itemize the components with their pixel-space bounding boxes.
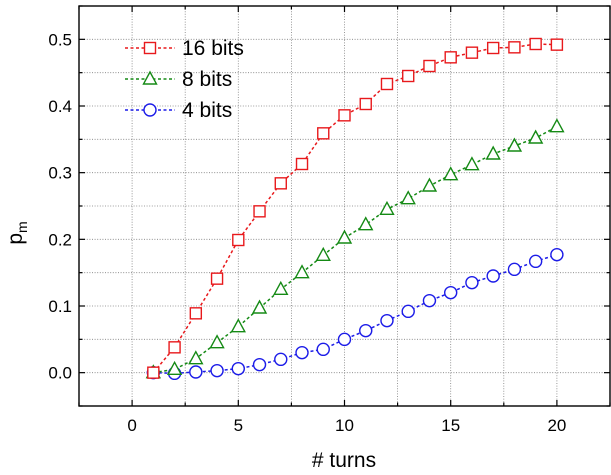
axis-ticks: [78, 5, 611, 407]
data-point-4-bits: [486, 269, 500, 283]
data-point-8-bits: [358, 216, 374, 231]
data-point-4-bits: [380, 313, 394, 328]
legend-marker-8-bits: [142, 70, 158, 85]
series-16-bits: [147, 37, 564, 379]
data-point-8-bits: [166, 360, 183, 376]
y-tick-label: 0.3: [48, 164, 72, 183]
data-point-4-bits: [507, 262, 522, 277]
legend-item-8-bits: 8 bits: [125, 68, 232, 91]
y-tick-label: 0.5: [48, 30, 72, 49]
data-point-4-bits: [316, 342, 330, 357]
data-point-8-bits: [315, 246, 331, 262]
data-point-8-bits: [379, 200, 395, 216]
x-tick-label: 20: [547, 416, 566, 435]
data-point-16-bits: [295, 157, 309, 171]
data-point-4-bits: [444, 285, 458, 300]
data-point-16-bits: [508, 41, 521, 54]
data-point-8-bits: [336, 229, 353, 244]
data-point-16-bits: [423, 59, 436, 73]
data-point-4-bits: [465, 275, 479, 290]
series-layer: [145, 37, 565, 381]
legend-label-4-bits: 4 bits: [182, 99, 232, 122]
y-tick-label: 0.4: [48, 97, 72, 116]
data-point-4-bits: [528, 254, 543, 269]
legend-item-16-bits: 16 bits: [125, 37, 244, 60]
y-axis-label-subscript: m: [14, 221, 30, 233]
data-point-8-bits: [485, 145, 501, 160]
data-point-4-bits: [231, 361, 246, 376]
series-line-8-bits: [153, 126, 558, 374]
data-point-8-bits: [209, 334, 225, 349]
data-point-4-bits: [189, 365, 203, 379]
data-point-16-bits: [338, 109, 351, 122]
y-tick-label: 0.2: [48, 230, 72, 249]
legend-marker-16-bits: [143, 41, 157, 55]
data-point-8-bits: [464, 156, 480, 171]
data-point-8-bits: [230, 318, 246, 333]
data-point-8-bits: [188, 350, 204, 365]
data-point-4-bits: [252, 357, 267, 372]
y-axis-label-main: p: [4, 233, 27, 245]
series-4-bits: [146, 247, 564, 381]
x-tick-labels: 0 5 10 15 20: [127, 416, 566, 435]
data-point-16-bits: [402, 69, 415, 83]
data-point-8-bits: [443, 166, 459, 181]
legend-marker-4-bits: [143, 103, 157, 117]
data-point-16-bits: [253, 205, 266, 218]
data-point-16-bits: [486, 41, 500, 55]
data-point-8-bits: [400, 190, 416, 205]
data-point-8-bits: [549, 118, 565, 133]
legend-label-8-bits: 8 bits: [182, 68, 232, 91]
series-line-16-bits: [152, 43, 557, 374]
data-point-8-bits: [506, 137, 523, 152]
data-point-4-bits: [274, 352, 288, 367]
data-point-16-bits: [147, 366, 160, 379]
data-point-16-bits: [550, 38, 564, 51]
data-point-16-bits: [529, 37, 542, 51]
data-point-16-bits: [317, 127, 330, 140]
x-tick-label: 15: [441, 416, 460, 435]
data-point-16-bits: [274, 177, 287, 190]
x-axis-label: # turns: [312, 449, 376, 472]
data-point-16-bits: [444, 51, 457, 64]
y-tick-labels: 0.0 0.1 0.2 0.3 0.4 0.5: [48, 30, 72, 382]
y-axis-label: pm: [4, 221, 30, 244]
data-point-16-bits: [359, 97, 372, 111]
series-8-bits: [145, 118, 565, 379]
data-point-8-bits: [421, 177, 438, 192]
data-point-4-bits: [422, 293, 437, 308]
legend-label-16-bits: 16 bits: [182, 37, 244, 60]
data-point-4-bits: [337, 332, 352, 347]
data-point-16-bits: [168, 341, 181, 354]
x-tick-label: 10: [335, 416, 354, 435]
data-point-4-bits: [401, 304, 415, 319]
legend-item-4-bits: 4 bits: [125, 99, 232, 122]
data-point-16-bits: [380, 77, 394, 91]
data-point-4-bits: [210, 363, 224, 378]
data-point-8-bits: [294, 264, 310, 279]
data-point-4-bits: [359, 323, 373, 338]
data-point-4-bits: [550, 247, 564, 262]
data-point-16-bits: [232, 233, 245, 247]
y-tick-label: 0.0: [48, 364, 72, 383]
legend: 16 bits 8 bits 4 bits: [125, 37, 244, 122]
x-tick-label: 5: [234, 416, 243, 435]
data-point-16-bits: [210, 272, 224, 285]
data-point-4-bits: [295, 345, 309, 360]
x-tick-label: 0: [127, 416, 136, 435]
data-point-16-bits: [189, 307, 203, 320]
data-point-8-bits: [527, 129, 544, 144]
data-point-16-bits: [465, 46, 479, 59]
y-tick-label: 0.1: [48, 297, 72, 316]
data-point-8-bits: [273, 280, 289, 296]
data-point-8-bits: [251, 299, 268, 314]
